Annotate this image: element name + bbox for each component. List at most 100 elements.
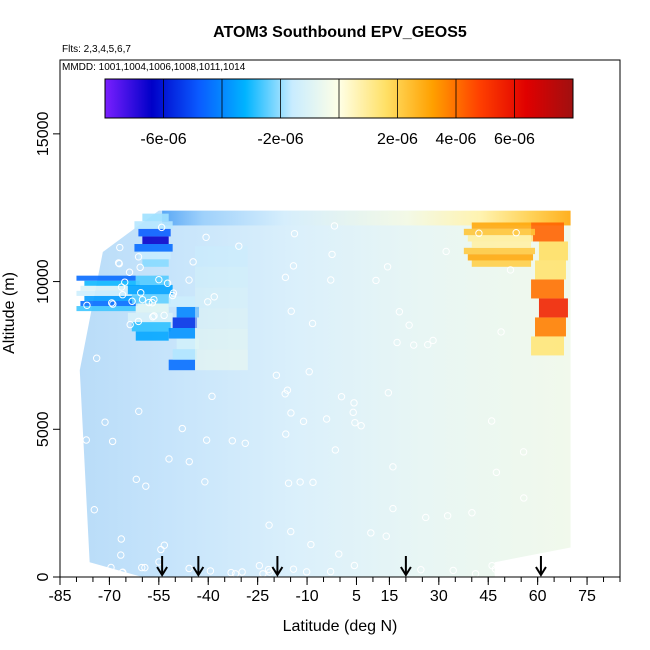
observation-point (208, 392, 216, 401)
y-tick-label: 0 (35, 572, 52, 581)
field-cell (135, 331, 169, 341)
observation-point (351, 418, 359, 427)
field-cell (172, 349, 198, 360)
observation-point (141, 563, 149, 572)
observation-point (487, 417, 496, 425)
flight-arrows (156, 556, 547, 577)
observation-point (389, 504, 397, 513)
field-cell (127, 312, 173, 323)
observation-point (282, 430, 290, 438)
observation-point (305, 368, 313, 376)
observation-point (367, 529, 375, 537)
field-cell (463, 228, 536, 236)
observation-point (163, 279, 172, 287)
observation-point (290, 229, 299, 238)
field-cell (463, 247, 536, 255)
observation-point (497, 328, 505, 336)
x-tick-label: -55 (147, 588, 170, 605)
y-tick-label: 5000 (35, 411, 52, 447)
colorbar-tick-label: 2e-06 (377, 131, 418, 148)
field-cell (131, 322, 171, 332)
colorbar-tick-label: -2e-06 (257, 131, 303, 148)
observation-point (255, 561, 264, 570)
observation-point (238, 568, 246, 576)
field-cell (195, 308, 248, 329)
observation-point (228, 437, 237, 445)
observation-point (283, 386, 292, 394)
flight-arrow-head (271, 566, 284, 577)
observation-point (519, 448, 528, 456)
observation-point (284, 479, 293, 487)
observation-point (138, 295, 147, 304)
dates-note: MMDD: 1001,1004,1006,1008,1011,1014 (62, 62, 246, 73)
epv-field (76, 210, 571, 577)
observation-point (449, 566, 457, 575)
observation-point (488, 561, 496, 570)
observation-point (116, 243, 124, 252)
observation-point (281, 273, 290, 282)
x-tick-label: -25 (246, 588, 269, 605)
observation-point (410, 341, 418, 349)
observation-point (136, 263, 144, 272)
observation-point (206, 567, 215, 575)
chart-title: ATOM3 Southbound EPV_GEOS5 (213, 24, 467, 41)
x-tick-label: 15 (381, 588, 399, 605)
field-cell (138, 228, 171, 237)
observation-point (132, 475, 141, 484)
observation-point (90, 506, 99, 514)
field-cell (195, 328, 248, 350)
observation-point (149, 313, 157, 321)
observation-point (235, 242, 243, 250)
observation-point (322, 415, 331, 423)
observation-point (422, 513, 430, 522)
observation-point (350, 561, 359, 570)
observation-point (327, 276, 335, 284)
field-cell (142, 259, 169, 267)
observation-point (372, 276, 380, 285)
observation-point (443, 512, 452, 520)
x-tick-label: 30 (430, 588, 448, 605)
field-cell (471, 241, 532, 248)
flights-note: Flts: 2,3,4,5,6,7 (62, 44, 131, 55)
observation-point (287, 307, 295, 315)
observation-point (119, 568, 127, 576)
observation-point (382, 532, 390, 540)
observation-point (138, 563, 146, 572)
observation-point (265, 521, 273, 529)
observation-point (107, 563, 115, 572)
observation-points (82, 221, 528, 578)
observation-point (287, 409, 295, 417)
observation-point (328, 250, 336, 259)
observation-point (165, 455, 173, 463)
observation-point (114, 259, 123, 267)
field-cell (531, 336, 564, 356)
observation-point (302, 568, 311, 576)
observation-point (331, 446, 340, 454)
x-tick-label: 75 (578, 588, 596, 605)
flight-arrow-head (192, 566, 205, 577)
observation-point (494, 569, 502, 577)
flight-arrow-head (156, 566, 168, 577)
observation-point (201, 478, 209, 486)
observation-point (442, 247, 450, 256)
observation-point (299, 417, 308, 426)
field-cell (135, 275, 169, 285)
observation-point (389, 463, 397, 471)
observation-point (178, 424, 186, 433)
observation-point (307, 540, 315, 549)
observation-point (157, 223, 166, 232)
y-tick-label: 15000 (35, 112, 52, 157)
observation-point (289, 565, 298, 573)
observation-point (204, 298, 212, 306)
field-cell (535, 260, 566, 280)
field-cell (471, 260, 532, 267)
observation-point (117, 535, 125, 543)
colorbar: -6e-06 -2e-06 2e-06 4e-06 6e-06 (104, 78, 574, 148)
observation-point (148, 299, 157, 307)
observation-point (202, 233, 210, 241)
observation-point (118, 291, 127, 299)
observation-point (134, 253, 143, 261)
observation-point (309, 478, 317, 487)
field-cell (471, 222, 532, 229)
observation-point (266, 568, 274, 576)
